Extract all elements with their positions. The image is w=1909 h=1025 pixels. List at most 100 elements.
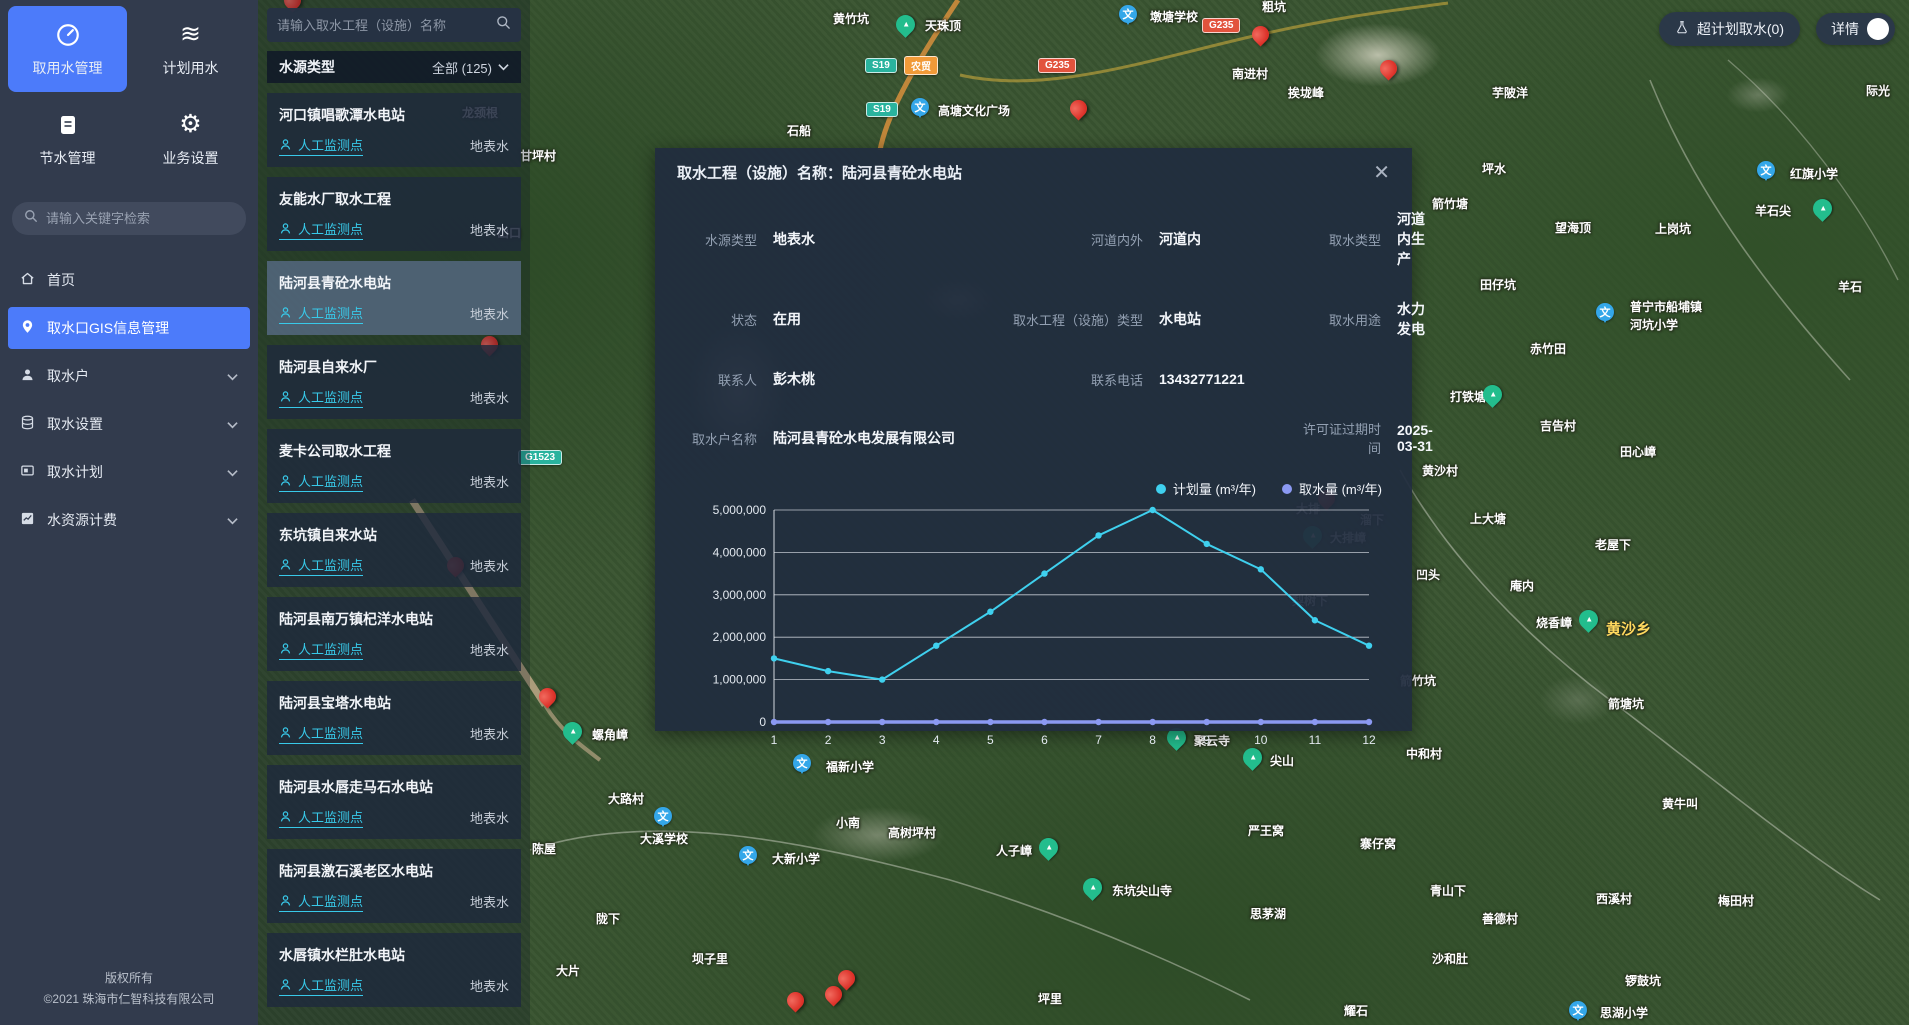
svg-text:11: 11 <box>1309 733 1322 747</box>
svg-text:10: 10 <box>1254 733 1268 747</box>
legend-item[interactable]: 计划量 (m³/年) <box>1155 479 1256 498</box>
field-label: 取水户名称 <box>691 431 757 447</box>
filter-value-dropdown[interactable]: 全部 (125) <box>432 58 509 77</box>
topbar: 超计划取水(0) 详情 <box>1658 12 1895 46</box>
copyright: 版权所有 ©2021 珠海市仁智科技有限公司 <box>0 954 258 1025</box>
list-item[interactable]: 陆河县自来水厂人工监测点 地表水 <box>267 345 521 419</box>
map-place-label: 东坑尖山寺 <box>1112 884 1173 898</box>
list-item[interactable]: 友能水厂取水工程 人工监测点 地表水 <box>267 177 521 251</box>
monitor-label: 人工监测点 <box>298 642 364 657</box>
sidebar-item-gis-info[interactable]: 取水口GIS信息管理 <box>8 307 250 349</box>
over-plan-intake-button[interactable]: 超计划取水(0) <box>1658 12 1800 46</box>
facility-list: 河口镇唱歌潭水电站 人工监测点 地表水 友能水厂取水工程 人工监测点 地表水 陆河县青砼水电… <box>267 93 521 1007</box>
search-icon[interactable] <box>496 15 511 35</box>
school-marker: 文 <box>739 846 757 866</box>
nav-tile-water-intake-mgmt[interactable]: 取用水管理 <box>8 6 127 92</box>
list-item[interactable]: 陆河县青砼水电站 人工监测点 地表水 <box>267 261 521 335</box>
person-icon <box>280 307 291 318</box>
chevron-down-icon <box>227 512 238 528</box>
list-item[interactable]: 陆河县水唇走马石水电站 人工监测点 地表水 <box>267 765 521 839</box>
monitor-label: 人工监测点 <box>298 558 364 573</box>
database-icon <box>20 415 35 433</box>
detail-toggle[interactable]: 详情 <box>1816 13 1895 45</box>
sidebar-item-water-billing[interactable]: 水资源计费 <box>8 499 250 541</box>
manual-monitor-link[interactable]: 人工监测点 <box>279 135 364 156</box>
water-source-tag: 地表水 <box>469 307 509 322</box>
legend-item[interactable]: 取水量 (m³/年) <box>1281 479 1382 498</box>
chevron-down-icon <box>227 464 238 480</box>
intake-line-chart: 0 1,000,000 2,000,000 3,000,000 4,000,000 5,0… <box>713 503 1376 747</box>
map-place-label: 人子嶂 <box>996 844 1033 858</box>
map-pin-icon <box>20 319 35 337</box>
manual-monitor-link[interactable]: 人工监测点 <box>279 219 364 240</box>
list-item[interactable]: 东坑镇自来水站 人工监测点 地表水 <box>267 513 521 587</box>
school-marker: 文 <box>793 754 811 774</box>
svg-text:6: 6 <box>1041 733 1048 747</box>
facility-name: 陆河县自来水厂 <box>279 359 377 375</box>
map-place-label: 甘坪村 <box>520 149 557 163</box>
map-place-label: 大片 <box>556 964 581 978</box>
manual-monitor-link[interactable]: 人工监测点 <box>279 975 364 996</box>
red-pin-marker[interactable] <box>535 684 560 709</box>
manual-monitor-link[interactable]: 人工监测点 <box>279 303 364 324</box>
map-place-label: 烧香嶂 <box>1536 616 1573 630</box>
manual-monitor-link[interactable]: 人工监测点 <box>279 387 364 408</box>
svg-text:0: 0 <box>759 715 766 729</box>
facility-search <box>267 8 521 42</box>
person-icon <box>280 559 291 570</box>
chart-icon <box>20 511 35 529</box>
sidebar-item-water-users[interactable]: 取水户 <box>8 355 250 397</box>
sidebar-search-input[interactable] <box>46 211 234 226</box>
manual-monitor-link[interactable]: 人工监测点 <box>279 891 364 912</box>
monitor-label: 人工监测点 <box>298 810 364 825</box>
field-value: 河道内生产 <box>1397 211 1425 267</box>
facility-name: 东坑镇自来水站 <box>279 527 377 543</box>
red-pin-marker[interactable] <box>783 988 808 1013</box>
red-pin-marker[interactable] <box>1376 56 1401 81</box>
list-item[interactable]: 陆河县宝塔水电站 人工监测点 地表水 <box>267 681 521 755</box>
svg-text:3,000,000: 3,000,000 <box>713 588 767 602</box>
road-badge: S19 <box>865 58 897 73</box>
manual-monitor-link[interactable]: 人工监测点 <box>279 639 364 660</box>
sidebar-item-intake-settings[interactable]: 取水设置 <box>8 403 250 445</box>
person-icon <box>280 979 291 990</box>
manual-monitor-link[interactable]: 人工监测点 <box>279 555 364 576</box>
map-place-label: 福新小学 <box>826 760 875 774</box>
facility-modal: 取水工程（设施）名称：陆河县青砼水电站 ✕ 水源类型 地表水 河道内外 河道内 … <box>655 148 1433 747</box>
map-canvas[interactable]: 黄竹坑天珠顶粗坑墩塘学校南进村挨垅峰芋陂洋际光石船高塘文化广场龙颈根甘坪村山口坪… <box>258 0 1909 1025</box>
nav-tile-business-settings[interactable]: ⚙ 业务设置 <box>131 96 250 182</box>
nav-tile-planned-water[interactable]: ≋ 计划用水 <box>131 6 250 92</box>
mountain-marker: ▲ <box>1575 606 1602 633</box>
svg-text:3: 3 <box>879 733 886 747</box>
map-place-label: 陇下 <box>596 912 621 926</box>
person-icon <box>280 727 291 738</box>
manual-monitor-link[interactable]: 人工监测点 <box>279 807 364 828</box>
facility-search-input[interactable] <box>277 17 488 33</box>
manual-monitor-link[interactable]: 人工监测点 <box>279 723 364 744</box>
field-label: 取水类型 <box>1328 232 1381 248</box>
sidebar-search <box>12 202 246 235</box>
filter-label: 水源类型 <box>279 59 335 75</box>
list-item[interactable]: 麦卡公司取水工程 人工监测点 地表水 <box>267 429 521 503</box>
list-item[interactable]: 河口镇唱歌潭水电站 人工监测点 地表水 <box>267 93 521 167</box>
sidebar-item-intake-plan[interactable]: 取水计划 <box>8 451 250 493</box>
map-place-label: 粗坑 <box>1262 0 1287 14</box>
person-icon <box>280 643 291 654</box>
nav-tile-water-saving[interactable]: 节水管理 <box>8 96 127 182</box>
water-source-tag: 地表水 <box>469 391 509 406</box>
sidebar-item-home[interactable]: 首页 <box>8 259 250 301</box>
facility-name: 河口镇唱歌潭水电站 <box>279 107 405 123</box>
toggle-knob[interactable] <box>1867 18 1889 40</box>
mountain-marker: ▲ <box>1809 195 1836 222</box>
close-icon[interactable]: ✕ <box>1373 161 1390 184</box>
facility-name: 友能水厂取水工程 <box>279 191 391 207</box>
list-item[interactable]: 陆河县南万镇杞洋水电站 人工监测点 地表水 <box>267 597 521 671</box>
red-pin-marker[interactable] <box>1066 96 1091 121</box>
water-source-tag: 地表水 <box>469 979 509 994</box>
manual-monitor-link[interactable]: 人工监测点 <box>279 471 364 492</box>
list-item[interactable]: 水唇镇水栏肚水电站 人工监测点 地表水 <box>267 933 521 1007</box>
field-label: 许可证过期时间 <box>1302 422 1381 456</box>
map-place-label: 高树坪村 <box>888 826 937 840</box>
red-pin-marker[interactable] <box>1248 22 1273 47</box>
list-item[interactable]: 陆河县激石溪老区水电站 人工监测点 地表水 <box>267 849 521 923</box>
